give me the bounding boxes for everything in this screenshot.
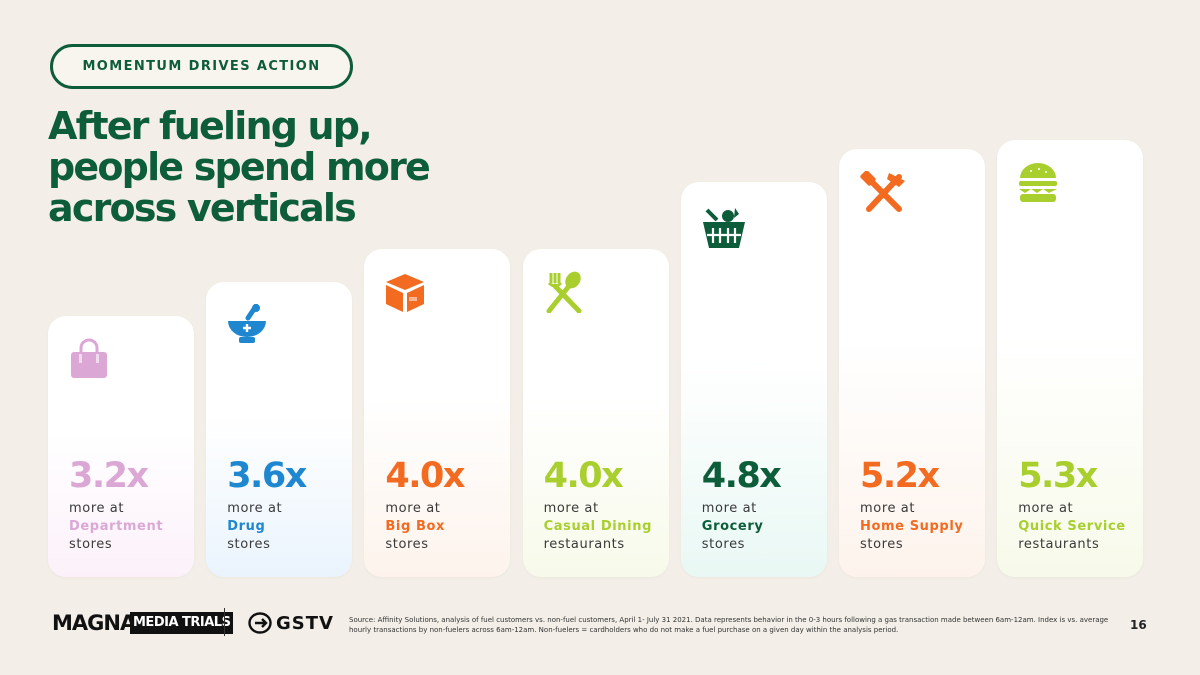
category-label: Casual Dining bbox=[543, 518, 652, 534]
label-line-1: more at bbox=[860, 500, 916, 516]
fork-spoon-icon bbox=[543, 271, 585, 314]
label-line-3: stores bbox=[860, 536, 904, 552]
footer-divider bbox=[224, 608, 225, 636]
category-label: Drug bbox=[227, 518, 266, 534]
basket-icon bbox=[701, 204, 745, 249]
title-line: After fueling up, bbox=[48, 104, 373, 148]
section-pill: MOMENTUM DRIVES ACTION bbox=[50, 44, 353, 89]
label-line-3: stores bbox=[701, 536, 746, 552]
page-number: 16 bbox=[1130, 618, 1147, 632]
media-trials-logo: MEDIA TRIALS bbox=[130, 612, 234, 634]
bar-card: 5.2x more at Home Supply stores bbox=[839, 148, 985, 577]
bar-card: 5.3x more at Quick Service restaurants bbox=[997, 140, 1144, 577]
category-label: Big Box bbox=[385, 518, 446, 534]
category-label: Quick Service bbox=[1018, 518, 1126, 534]
value-label: 4.8x bbox=[701, 455, 782, 496]
title-line: across verticals bbox=[48, 186, 357, 230]
label-line-1: more at bbox=[227, 500, 283, 516]
label-line-1: more at bbox=[385, 500, 441, 516]
bar-card: 4.8x more at Grocery stores bbox=[680, 182, 827, 577]
gstv-logo: GSTV bbox=[248, 612, 334, 634]
label-line-3: stores bbox=[227, 536, 271, 552]
value-label: 5.2x bbox=[860, 455, 940, 496]
label-line-1: more at bbox=[1018, 500, 1074, 516]
bar-card: 3.2x more at Department stores bbox=[48, 315, 194, 577]
label-line-3: stores bbox=[385, 536, 429, 552]
category-label: Department bbox=[69, 518, 164, 534]
bar-card: 3.6x more at Drug stores bbox=[206, 282, 353, 577]
label-line-1: more at bbox=[543, 500, 599, 516]
title-line: people spend more bbox=[48, 145, 431, 189]
value-label: 3.2x bbox=[69, 455, 149, 496]
mortar-pestle-icon bbox=[226, 303, 268, 346]
shopping-bag-icon bbox=[68, 338, 110, 380]
value-label: 3.6x bbox=[227, 455, 307, 496]
label-line-1: more at bbox=[701, 500, 757, 516]
bar-card: 4.0x more at Casual Dining restaurants bbox=[522, 248, 669, 577]
source-note: Source: Affinity Solutions, analysis of … bbox=[349, 616, 1109, 634]
burger-icon bbox=[1017, 162, 1059, 204]
gstv-mark-icon bbox=[248, 612, 272, 634]
tools-icon bbox=[859, 170, 905, 213]
gstv-text: GSTV bbox=[276, 612, 334, 634]
magna-logo: MAGNA bbox=[52, 611, 136, 635]
label-line-3: restaurants bbox=[543, 536, 625, 552]
label-line-3: stores bbox=[69, 536, 113, 552]
value-label: 5.3x bbox=[1018, 455, 1098, 496]
label-line-3: restaurants bbox=[1018, 536, 1100, 552]
category-label: Grocery bbox=[701, 518, 764, 534]
box-icon bbox=[384, 271, 426, 313]
category-label: Home Supply bbox=[860, 518, 964, 534]
page-title: After fueling up, people spend more acro… bbox=[48, 106, 488, 229]
value-label: 4.0x bbox=[385, 455, 465, 496]
value-label: 4.0x bbox=[543, 455, 624, 496]
label-line-1: more at bbox=[69, 500, 125, 516]
bar-card: 4.0x more at Big Box stores bbox=[364, 248, 511, 577]
